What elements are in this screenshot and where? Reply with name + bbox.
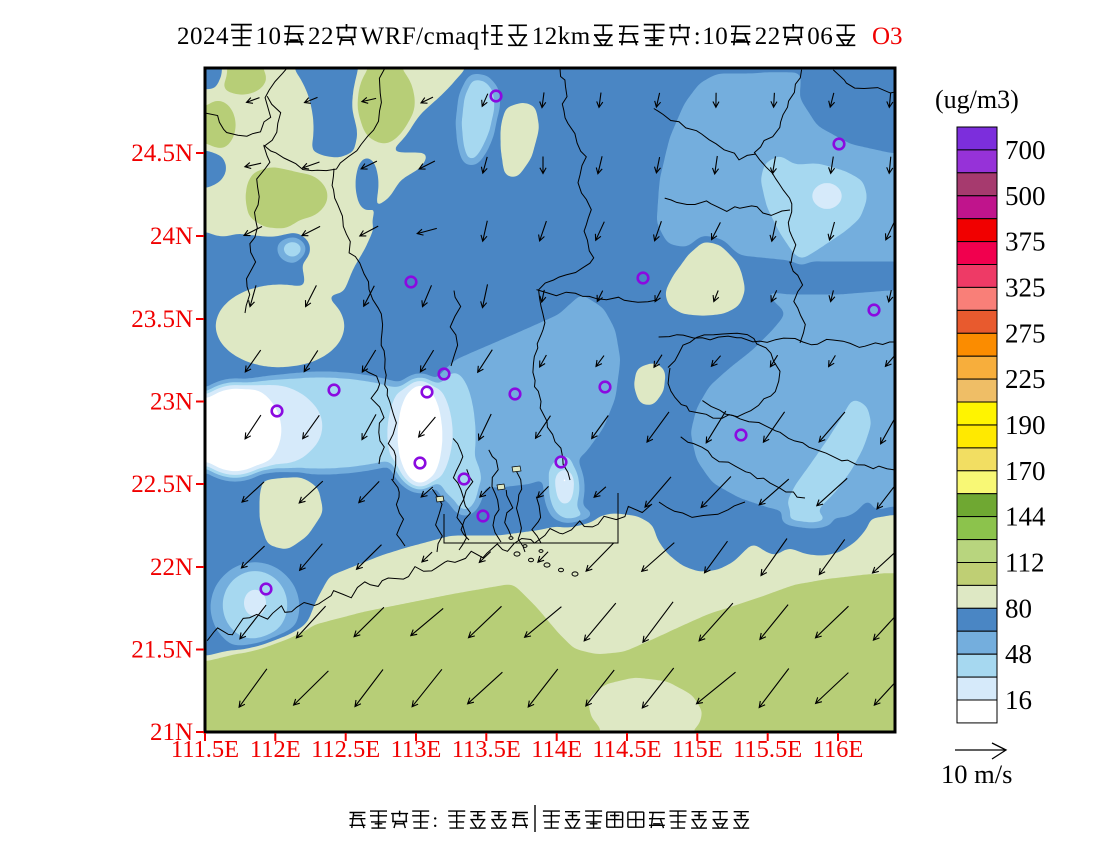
svg-text:(ug/m3): (ug/m3) [935,85,1019,114]
svg-text:2024: 2024 [177,23,229,50]
svg-text:700: 700 [1005,135,1046,165]
svg-text:48: 48 [1005,639,1032,669]
svg-text:22N: 22N [150,554,193,581]
svg-text:325: 325 [1005,272,1046,302]
svg-text:10: 10 [256,23,282,50]
svg-text:12km: 12km [532,23,591,50]
svg-text:23.5N: 23.5N [131,306,193,333]
svg-text:80: 80 [1005,593,1032,623]
svg-text:190: 190 [1005,410,1046,440]
svg-text:275: 275 [1005,318,1046,348]
svg-text:375: 375 [1005,227,1046,257]
svg-text:21N: 21N [150,719,193,746]
svg-text:22.5N: 22.5N [131,471,193,498]
svg-text::: : [694,23,701,50]
svg-text:22: 22 [308,23,334,50]
svg-text:23N: 23N [150,389,193,416]
svg-text:170: 170 [1005,456,1046,486]
svg-text:22: 22 [755,23,781,50]
svg-text:O3: O3 [872,23,903,50]
svg-text:500: 500 [1005,181,1046,211]
svg-text:24.5N: 24.5N [131,140,193,167]
svg-text:10 m/s: 10 m/s [941,759,1012,789]
svg-text:WRF/cmaq: WRF/cmaq [361,23,480,50]
svg-text:06: 06 [807,23,833,50]
svg-text:144: 144 [1005,502,1046,532]
svg-text:21.5N: 21.5N [131,637,193,664]
svg-text::: : [432,810,438,832]
svg-text:24N: 24N [150,223,193,250]
svg-text:225: 225 [1005,364,1046,394]
svg-text:10: 10 [702,23,728,50]
svg-text:112: 112 [1005,548,1045,578]
svg-text:16: 16 [1005,685,1032,715]
